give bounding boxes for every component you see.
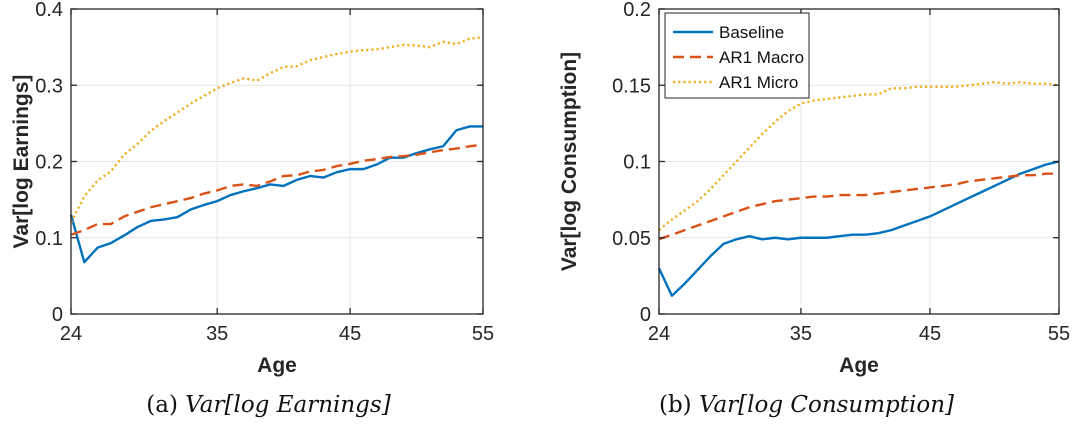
x-axis-title: Age	[839, 354, 879, 377]
earnings-chart: 24 35 45 55 0 0.1 0.2 0.3 0.4 Age Var[log Earnings…	[10, 0, 494, 377]
legend-label: Baseline	[719, 23, 784, 42]
earnings-caption: (a) Var[log Earnings]	[0, 392, 537, 418]
y-tick-label: 0	[52, 304, 63, 326]
y-tick-label: 0	[640, 304, 651, 326]
x-axis-title: Age	[257, 354, 297, 377]
caption-math: Var[log Consumption]	[698, 392, 955, 418]
x-tick-label: 45	[919, 323, 941, 345]
series-line-ar1-macro	[658, 172, 1059, 241]
x-tick-label: 24	[648, 323, 670, 345]
earnings-chart-panel: 24 35 45 55 0 0.1 0.2 0.3 0.4 Age Var[log Earnings…	[0, 0, 537, 432]
x-tick-label: 35	[790, 323, 812, 345]
series-line-baseline	[657, 160, 1060, 297]
y-tick-label: 0.15	[612, 75, 651, 97]
legend-box	[664, 12, 810, 99]
y-tick-label: 0.3	[35, 75, 63, 97]
caption-prefix: (a)	[146, 392, 178, 418]
x-tick-label: 55	[1048, 323, 1070, 345]
series-line-ar1-macro	[70, 143, 484, 236]
x-tick-label: 35	[206, 323, 228, 345]
series-line-ar1-micro	[658, 80, 1060, 232]
y-axis-title: Var[log Earnings]	[10, 75, 33, 249]
x-tick-label: 55	[472, 323, 494, 345]
consumption-caption: (b) Var[log Consumption]	[538, 392, 1075, 418]
legend-label: AR1 Micro	[719, 73, 798, 92]
series-line-ar1-micro	[69, 36, 484, 224]
y-tick-label: 0.05	[612, 228, 651, 250]
y-tick-label: 0.2	[35, 152, 63, 174]
y-tick-label: 0.1	[623, 152, 651, 174]
series-line-baseline	[69, 125, 483, 264]
y-tick-label: 0.4	[35, 0, 63, 21]
legend-label: AR1 Macro	[719, 48, 804, 67]
y-tick-label: 0.2	[623, 0, 651, 21]
consumption-chart-panel: 24 35 45 55 0 0.05 0.1 0.15 0.2 Age Var[log Consum…	[538, 0, 1075, 432]
x-tick-label: 24	[60, 323, 82, 345]
x-tick-label: 45	[339, 323, 361, 345]
legend: Baseline AR1 Macro AR1 Micro	[664, 12, 810, 99]
consumption-chart: 24 35 45 55 0 0.05 0.1 0.15 0.2 Age Var[log Consum…	[558, 0, 1070, 377]
y-tick-label: 0.1	[35, 228, 63, 250]
caption-math: Var[log Earnings]	[185, 392, 391, 418]
y-axis-title: Var[log Consumption]	[558, 52, 581, 271]
caption-prefix: (b)	[658, 392, 692, 418]
